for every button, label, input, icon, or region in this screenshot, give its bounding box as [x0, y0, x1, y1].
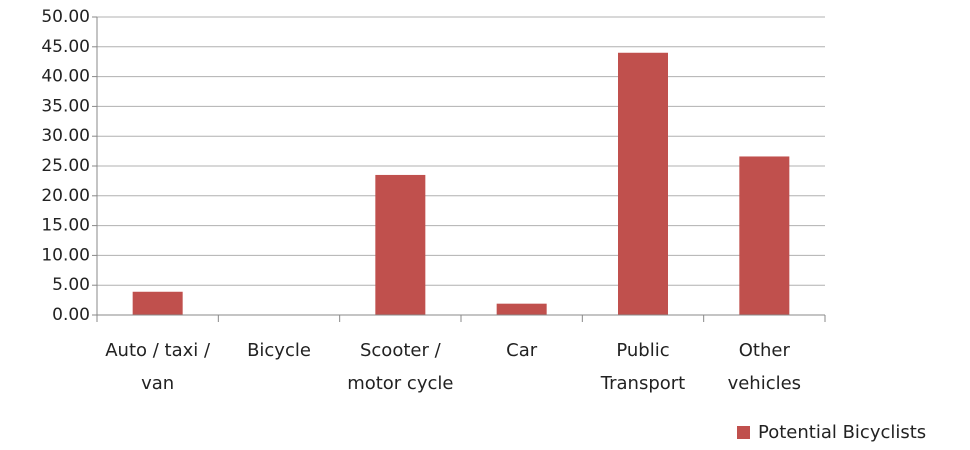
y-tick-label: 50.00	[41, 7, 90, 27]
bar	[375, 174, 426, 315]
bar	[132, 291, 183, 315]
x-tick-label: Car	[506, 340, 538, 361]
x-tick-label: Scooter / motor cycle	[347, 340, 454, 394]
y-tick-label: 40.00	[41, 67, 90, 87]
y-tick-label: 20.00	[41, 186, 90, 206]
y-tick-label: 15.00	[41, 216, 90, 236]
bar	[739, 156, 790, 315]
y-tick-label: 25.00	[41, 156, 90, 176]
y-tick-label: 5.00	[52, 275, 90, 295]
legend-swatch	[737, 426, 750, 439]
legend: Potential Bicyclists	[737, 422, 926, 443]
x-tick-label: Bicycle	[247, 340, 311, 361]
x-tick-label: Auto / taxi / van	[105, 340, 211, 394]
y-tick-label: 30.00	[41, 126, 90, 146]
y-tick-label: 0.00	[52, 305, 90, 325]
x-tick-label: Public Transport	[600, 340, 686, 394]
bar	[618, 52, 668, 315]
y-tick-label: 10.00	[41, 245, 90, 265]
y-tick-label: 45.00	[41, 37, 90, 57]
x-tick-label: Other vehicles	[727, 340, 802, 394]
y-tick-label: 35.00	[41, 96, 90, 116]
bar	[496, 303, 547, 315]
legend-label: Potential Bicyclists	[758, 422, 927, 443]
